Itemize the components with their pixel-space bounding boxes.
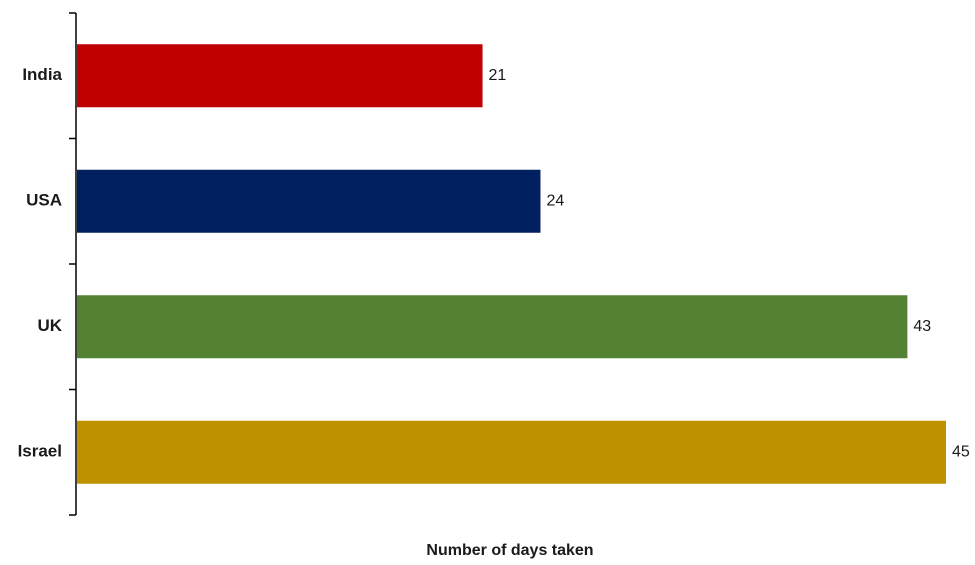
category-label-usa: USA [26, 191, 62, 210]
value-label-israel: 45 [952, 443, 970, 460]
category-label-uk: UK [37, 316, 62, 335]
bar-india [77, 44, 483, 108]
x-axis-title: Number of days taken [426, 542, 593, 559]
category-label-israel: Israel [18, 442, 62, 461]
bar-usa [77, 169, 541, 233]
bars-layer [77, 44, 946, 484]
bar-uk [77, 295, 908, 359]
y-axis-ticks [69, 12, 76, 516]
value-label-india: 21 [489, 67, 507, 84]
labels-layer: India 21 USA 24 UK 43 Israel 45 [18, 65, 970, 461]
bar-israel [77, 420, 946, 484]
value-label-usa: 24 [546, 192, 564, 209]
category-label-india: India [22, 65, 62, 84]
value-label-uk: 43 [913, 318, 931, 335]
